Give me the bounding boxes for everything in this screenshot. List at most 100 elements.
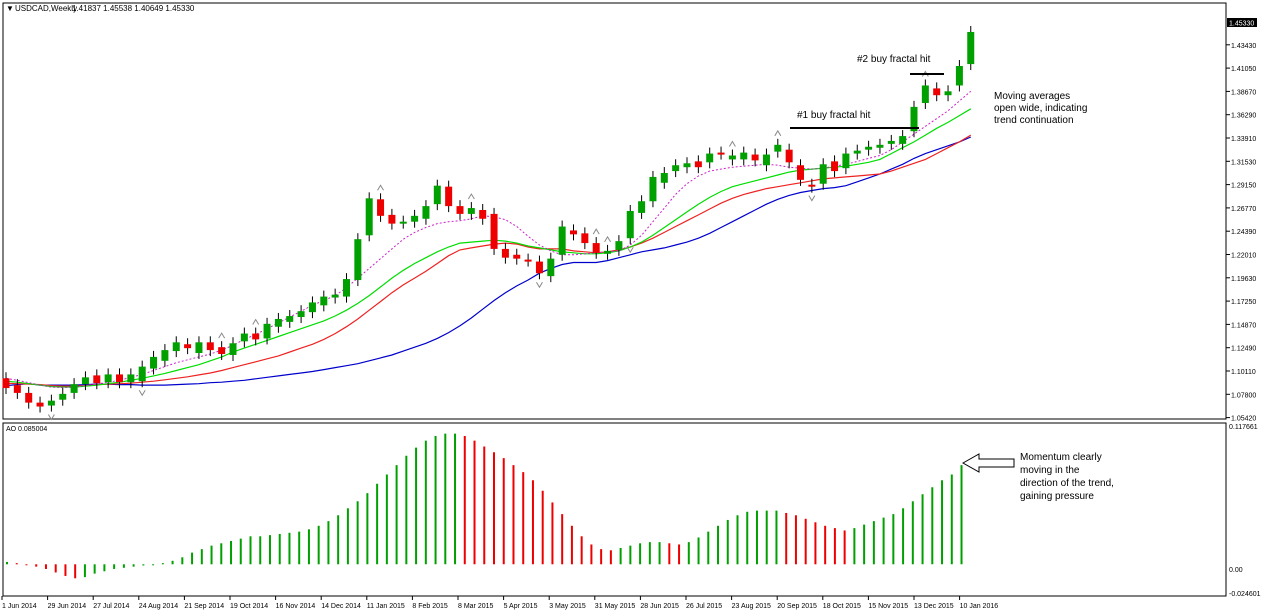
price-tick-label: 1.10110 [1231, 369, 1256, 376]
down-fractal-icon [138, 389, 146, 397]
momentum-note-line4: gaining pressure [1020, 491, 1094, 502]
price-tick-label: 1.43430 [1231, 43, 1256, 50]
bull-candle [104, 374, 112, 383]
time-tick-label: 14 Dec 2014 [321, 603, 361, 610]
time-tick-label: 15 Nov 2015 [868, 603, 908, 610]
time-tick-label: 1 Jun 2014 [2, 603, 37, 610]
bull-candle [649, 176, 657, 202]
up-fractal-icon [728, 140, 736, 147]
bear-candle [570, 230, 577, 235]
bear-candle [808, 184, 816, 187]
bear-candle [479, 210, 487, 219]
bear-candle [933, 88, 941, 96]
bear-candle [456, 206, 464, 214]
current-price-tag: 1.45330 [1229, 21, 1254, 28]
bull-candle [81, 377, 89, 385]
bull-candle [172, 342, 180, 352]
bull-candle [354, 239, 362, 281]
ao-panel-frame [2, 422, 1227, 597]
bear-candle [581, 233, 589, 244]
bear-candle [535, 261, 543, 274]
price-tick-label: 1.24390 [1231, 229, 1256, 236]
time-tick-label: 18 Oct 2015 [823, 603, 861, 610]
bull-candle [308, 302, 316, 313]
time-axis-layer: 1 Jun 2014 29 Jun 2014 27 Jul 2014 24 Aug 2… [1, 596, 999, 610]
bear-candle [388, 214, 396, 224]
ao-label: AO 0.085004 [6, 426, 47, 433]
price-tick-label: 1.22010 [1231, 253, 1256, 260]
ma-line-red [5, 134, 972, 387]
bull-candle [433, 185, 441, 205]
momentum-note-line2: moving in the [1020, 465, 1080, 476]
time-tick-label: 21 Sep 2014 [184, 603, 224, 610]
symbol-dropdown-icon[interactable]: ▼ [6, 4, 14, 13]
bear-candle [592, 243, 600, 253]
bear-candle [490, 213, 498, 249]
buy2-annotation: #2 buy fractal hit [857, 54, 931, 65]
bull-candle [762, 154, 770, 166]
price-tick-label: 1.19630 [1231, 276, 1256, 283]
bear-candle [717, 152, 725, 155]
current-price-tag-bg [1227, 18, 1257, 27]
bull-candle [263, 323, 271, 339]
bull-candle [127, 374, 135, 383]
bear-candle [93, 375, 101, 384]
price-tick-label: 1.38670 [1231, 89, 1256, 96]
price-tick-label: 1.12490 [1231, 346, 1256, 353]
bull-candle [150, 356, 158, 369]
bull-candle [47, 400, 55, 406]
bull-candle [853, 150, 861, 154]
bull-candle [240, 333, 248, 342]
candles-layer [2, 25, 975, 413]
bull-candle [887, 140, 895, 144]
price-tick-label: 1.05420 [1231, 416, 1256, 423]
buy1-annotation: #1 buy fractal hit [797, 110, 871, 121]
bull-candle [876, 144, 884, 148]
time-tick-label: 19 Oct 2014 [230, 603, 268, 610]
bull-candle [343, 279, 350, 297]
bull-candle [672, 165, 680, 172]
fractals-layer [47, 70, 929, 421]
bull-candle [615, 241, 623, 250]
ma-line-green [5, 108, 972, 388]
bull-candle [865, 146, 873, 150]
bear-candle [694, 161, 702, 168]
up-fractal-icon [592, 228, 600, 235]
bear-candle [252, 333, 260, 340]
time-tick-label: 24 Aug 2014 [139, 603, 178, 610]
momentum-note-line3: direction of the trend, [1020, 478, 1114, 489]
bear-candle [785, 149, 793, 163]
down-fractal-icon [808, 195, 816, 202]
bear-candle [206, 342, 214, 351]
bull-candle [626, 210, 634, 239]
price-tick-label: 1.29150 [1231, 183, 1256, 190]
main-panel-frame [2, 2, 1227, 420]
bull-candle [660, 173, 668, 183]
bull-candle [274, 318, 282, 327]
bear-candle [501, 248, 509, 258]
bull-candle [899, 136, 907, 144]
bull-candle [774, 144, 782, 152]
ma-line-dotted [5, 90, 972, 389]
time-tick-label: 8 Mar 2015 [458, 603, 494, 610]
bull-candle [921, 85, 929, 103]
bear-candle [2, 378, 10, 389]
time-tick-label: 3 May 2015 [549, 603, 586, 610]
down-fractal-icon [626, 246, 634, 254]
time-tick-label: 11 Jan 2015 [367, 603, 405, 610]
bull-candle [467, 208, 475, 214]
price-tick-label: 1.17250 [1231, 299, 1256, 306]
price-tick-label: 1.26770 [1231, 206, 1256, 213]
price-tick-label: 1.41050 [1231, 66, 1256, 73]
price-tick-label: 1.31530 [1231, 159, 1256, 166]
time-tick-label: 20 Sep 2015 [777, 603, 817, 610]
ao-tick-bottom: -0.024601 [1229, 591, 1261, 598]
bear-candle [751, 154, 759, 161]
price-axis-layer: 1.43430 1.41050 1.38670 1.36290 1.33910 1.315… [1226, 43, 1256, 423]
bear-candle [831, 161, 839, 172]
time-tick-label: 27 Jul 2014 [93, 603, 129, 610]
time-tick-label: 10 Jan 2016 [960, 603, 999, 610]
bull-candle [967, 31, 975, 65]
time-tick-label: 23 Aug 2015 [732, 603, 771, 610]
bull-candle [161, 350, 169, 361]
